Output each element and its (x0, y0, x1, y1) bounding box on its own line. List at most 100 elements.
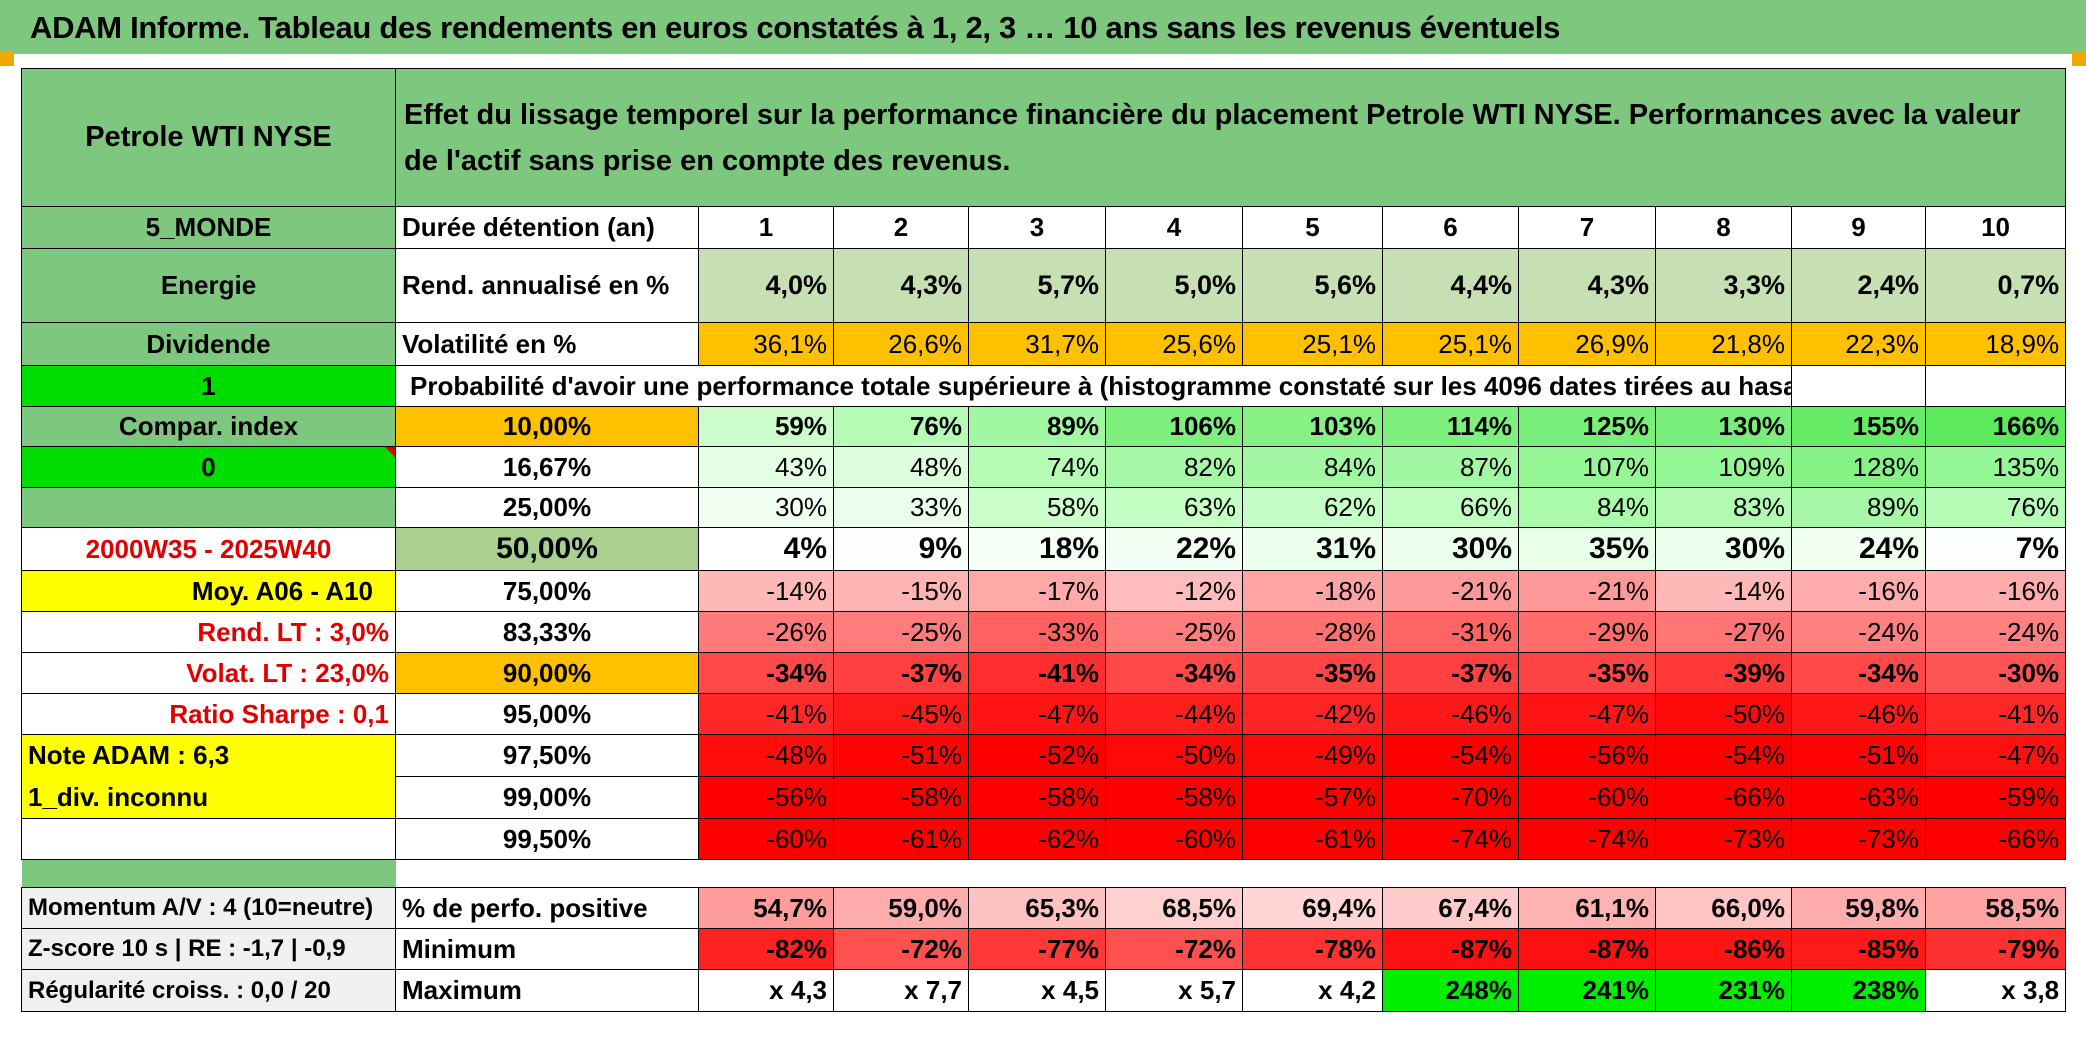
selection-handle-right[interactable] (2072, 52, 2086, 66)
probability-value-cell: -42% (1242, 693, 1383, 735)
probability-value-cell: 89% (1791, 487, 1926, 528)
page-title: ADAM Informe. Tableau des rendements en … (30, 10, 1561, 45)
volatility-cell: 21,8% (1655, 322, 1792, 366)
volat-lt-label: Volat. LT : 23,0% (21, 652, 396, 694)
regularity-label: Régularité croiss. : 0,0 / 20 (21, 969, 396, 1012)
probability-value-cell: 30% (1382, 527, 1519, 571)
probability-row: Rend. LT : 3,0% 83,33% -26% -25% -33% -25% -28… (21, 611, 2067, 653)
probability-value-cell: -15% (833, 570, 969, 612)
maximum-label: Maximum (395, 969, 699, 1012)
positive-perf-cell: 69,4% (1242, 887, 1383, 929)
volatility-cell: 25,1% (1242, 322, 1383, 366)
probability-value-cell: -52% (968, 734, 1106, 777)
probability-value-cell: 9% (833, 527, 969, 571)
probability-value-cell: 109% (1655, 446, 1792, 488)
maximum-cell: 248% (1382, 969, 1519, 1012)
probability-value-cell: -58% (968, 776, 1106, 819)
probability-value-cell: 76% (833, 406, 969, 447)
positive-perf-cell: 59,0% (833, 887, 969, 929)
rend-cell: 4,3% (833, 248, 969, 323)
empty-cell (1924, 365, 2067, 407)
probability-row: 0 16,67% 43% 48% 74% 82% 84% 87% 107% 109% 128% 135… (21, 446, 2067, 488)
spacer-cell (396, 860, 2066, 888)
probability-value-cell: -39% (1655, 652, 1792, 694)
probability-value-cell: -25% (1105, 611, 1243, 653)
probability-value-cell: -51% (833, 734, 969, 777)
probability-value-cell: 166% (1924, 406, 2067, 447)
probability-value-cell: -61% (833, 818, 969, 860)
volatility-cell: 22,3% (1791, 322, 1926, 366)
probability-value-cell: -60% (698, 818, 834, 860)
probability-value-cell: 66% (1382, 487, 1519, 528)
probability-value-cell: -70% (1382, 776, 1519, 819)
selection-handle-left[interactable] (0, 52, 14, 66)
probability-value-cell: -51% (1791, 734, 1926, 777)
probability-value-cell: 43% (698, 446, 834, 488)
volatility-cell: 25,6% (1105, 322, 1243, 366)
maximum-cell: 241% (1518, 969, 1656, 1012)
year-header-cell: 8 (1655, 206, 1792, 249)
probability-value-cell: -48% (698, 734, 834, 777)
probability-value-cell: 30% (1655, 527, 1792, 571)
minimum-cell: -77% (968, 928, 1106, 970)
probability-value-cell: 62% (1242, 487, 1383, 528)
threshold-cell: 99,50% (395, 818, 699, 860)
summary-row: Momentum A/V : 4 (10=neutre)% de perfo. … (21, 887, 2067, 929)
positive-perf-cell: 54,7% (698, 887, 834, 929)
positive-perf-cell: 68,5% (1105, 887, 1243, 929)
probability-value-cell: -16% (1791, 570, 1926, 612)
probability-value-cell: 106% (1105, 406, 1243, 447)
year-header-cell: 1 (698, 206, 834, 249)
probability-value-cell: -73% (1655, 818, 1792, 860)
probability-value-cell: 89% (968, 406, 1106, 447)
volatility-cell: 26,6% (833, 322, 969, 366)
probability-value-cell: -56% (1518, 734, 1656, 777)
probability-value-cell: -25% (833, 611, 969, 653)
rend-lt-label: Rend. LT : 3,0% (21, 611, 396, 653)
positive-perf-cell: 65,3% (968, 887, 1106, 929)
threshold-cell: 97,50% (395, 734, 699, 777)
threshold-cell: 99,00% (395, 776, 699, 819)
rend-cell: 5,6% (1242, 248, 1383, 323)
year-header-cell: 4 (1105, 206, 1243, 249)
dividend-value-cell[interactable]: 1 (21, 365, 396, 407)
probability-value-cell: -63% (1791, 776, 1926, 819)
minimum-cell: -86% (1655, 928, 1792, 970)
probability-value-cell: 83% (1655, 487, 1792, 528)
probability-value-cell: 59% (698, 406, 834, 447)
minimum-cell: -78% (1242, 928, 1383, 970)
probability-value-cell: -57% (1242, 776, 1383, 819)
probability-value-cell: -24% (1924, 611, 2067, 653)
threshold-cell: 90,00% (395, 652, 699, 694)
probability-value-cell: 107% (1518, 446, 1656, 488)
empty-cell (21, 818, 396, 860)
compar-index-value[interactable]: 0 (21, 446, 396, 488)
probability-value-cell: -41% (1924, 693, 2067, 735)
rend-cell: 0,7% (1924, 248, 2067, 323)
probability-value-cell: 74% (968, 446, 1106, 488)
positive-perf-cell: 66,0% (1655, 887, 1792, 929)
probability-value-cell: 58% (968, 487, 1106, 528)
probability-value-cell: -29% (1518, 611, 1656, 653)
volatility-label: Volatilité en % (395, 322, 699, 366)
probability-row: 25,00% 30% 33% 58% 63% 62% 66% 84% 83% 89% 76% (21, 487, 2067, 528)
probability-value-cell: 84% (1518, 487, 1656, 528)
maximum-cell: 238% (1791, 969, 1926, 1012)
maximum-cell: 231% (1655, 969, 1792, 1012)
probability-value-cell: 82% (1105, 446, 1243, 488)
compar-index-label: Compar. index (21, 406, 396, 447)
probability-value-cell: 125% (1518, 406, 1656, 447)
year-header-cell: 2 (833, 206, 969, 249)
probability-value-cell: -37% (1382, 652, 1519, 694)
probability-value-cell: -50% (1105, 734, 1243, 777)
empty-green-cell (21, 487, 396, 528)
probability-value-cell: -24% (1791, 611, 1926, 653)
minimum-cell: -85% (1791, 928, 1926, 970)
threshold-cell: 95,00% (395, 693, 699, 735)
probability-value-cell: -62% (968, 818, 1106, 860)
probability-value-cell: -66% (1924, 818, 2067, 860)
probability-value-cell: -41% (968, 652, 1106, 694)
positive-perf-cell: 58,5% (1924, 887, 2067, 929)
maximum-cell: x 4,2 (1242, 969, 1383, 1012)
probability-value-cell: -18% (1242, 570, 1383, 612)
